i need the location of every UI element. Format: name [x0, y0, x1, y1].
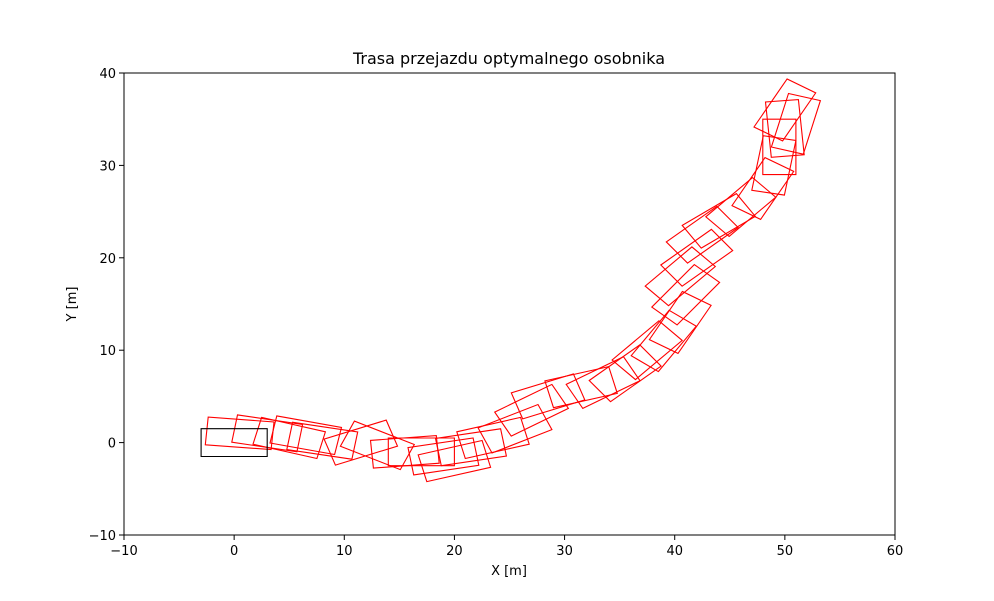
- y-tick-label: 0: [108, 437, 116, 452]
- x-tick-label: −10: [110, 544, 137, 559]
- vehicle-pose-rect: [204, 416, 275, 451]
- vehicle-pose-rect: [770, 92, 822, 155]
- x-tick-label: 0: [230, 544, 238, 559]
- y-tick-label: 20: [99, 252, 116, 267]
- vehicle-pose-rect: [681, 192, 757, 249]
- y-tick-label: 30: [99, 159, 116, 174]
- vehicle-pose-rect: [751, 135, 797, 196]
- vehicle-pose-rect: [753, 78, 817, 142]
- vehicle-pose-rect: [387, 437, 455, 467]
- vehicle-pose-rect: [764, 99, 805, 158]
- vehicle-pose-rect: [650, 263, 721, 326]
- y-tick-label: 10: [99, 344, 116, 359]
- y-axis-label: Y [m]: [65, 287, 80, 323]
- vehicle-pose-rect: [648, 290, 712, 355]
- vehicle-pose-rect: [231, 414, 304, 453]
- vehicle-pose-rect: [762, 118, 797, 176]
- x-tick-label: 30: [556, 544, 573, 559]
- x-axis-ticks: −10 0 10 20 30 40 50 60: [110, 535, 903, 559]
- plot-area: [123, 72, 896, 536]
- vehicle-pose-rect: [434, 428, 508, 467]
- vehicle-pose-rect: [644, 246, 717, 307]
- vehicle-pose-rect: [544, 365, 619, 409]
- x-tick-label: 60: [887, 544, 904, 559]
- x-tick-label: 20: [446, 544, 463, 559]
- data-layer: [200, 78, 822, 483]
- vehicle-pose-rect: [477, 403, 553, 454]
- chart-title: Trasa przejazdu optymalnego osobnika: [352, 49, 665, 68]
- vehicle-pose-rect: [252, 416, 327, 460]
- vehicle-pose-rect: [611, 320, 684, 381]
- vehicle-pose-rect: [665, 205, 740, 264]
- vehicle-pose-rect: [510, 373, 586, 420]
- vehicle-pose-rect: [269, 415, 343, 456]
- x-tick-label: 50: [777, 544, 794, 559]
- vehicle-pose-rect: [339, 420, 416, 471]
- vehicle-pose-rect: [731, 156, 795, 221]
- start-pose-rect: [200, 428, 268, 458]
- vehicle-pose-rect: [659, 228, 734, 287]
- y-axis-ticks: −10 0 10 20 30 40: [89, 67, 124, 544]
- vehicle-pose-rect: [456, 416, 530, 460]
- x-axis-label: X [m]: [491, 564, 527, 579]
- x-tick-label: 40: [666, 544, 683, 559]
- vehicle-pose-rect: [407, 437, 480, 476]
- x-tick-label: 10: [336, 544, 353, 559]
- vehicle-pose-rect: [286, 421, 359, 460]
- vehicle-pose-rect: [369, 435, 440, 469]
- y-tick-label: −10: [89, 529, 116, 544]
- vehicle-pose-rect: [588, 344, 662, 403]
- vehicle-pose-rect: [417, 439, 492, 483]
- vehicle-pose-rect: [704, 176, 777, 238]
- y-tick-label: 40: [99, 67, 116, 82]
- vehicle-pose-rect: [493, 383, 570, 437]
- axes-frame: [123, 72, 896, 536]
- vehicle-pose-rect: [323, 419, 399, 466]
